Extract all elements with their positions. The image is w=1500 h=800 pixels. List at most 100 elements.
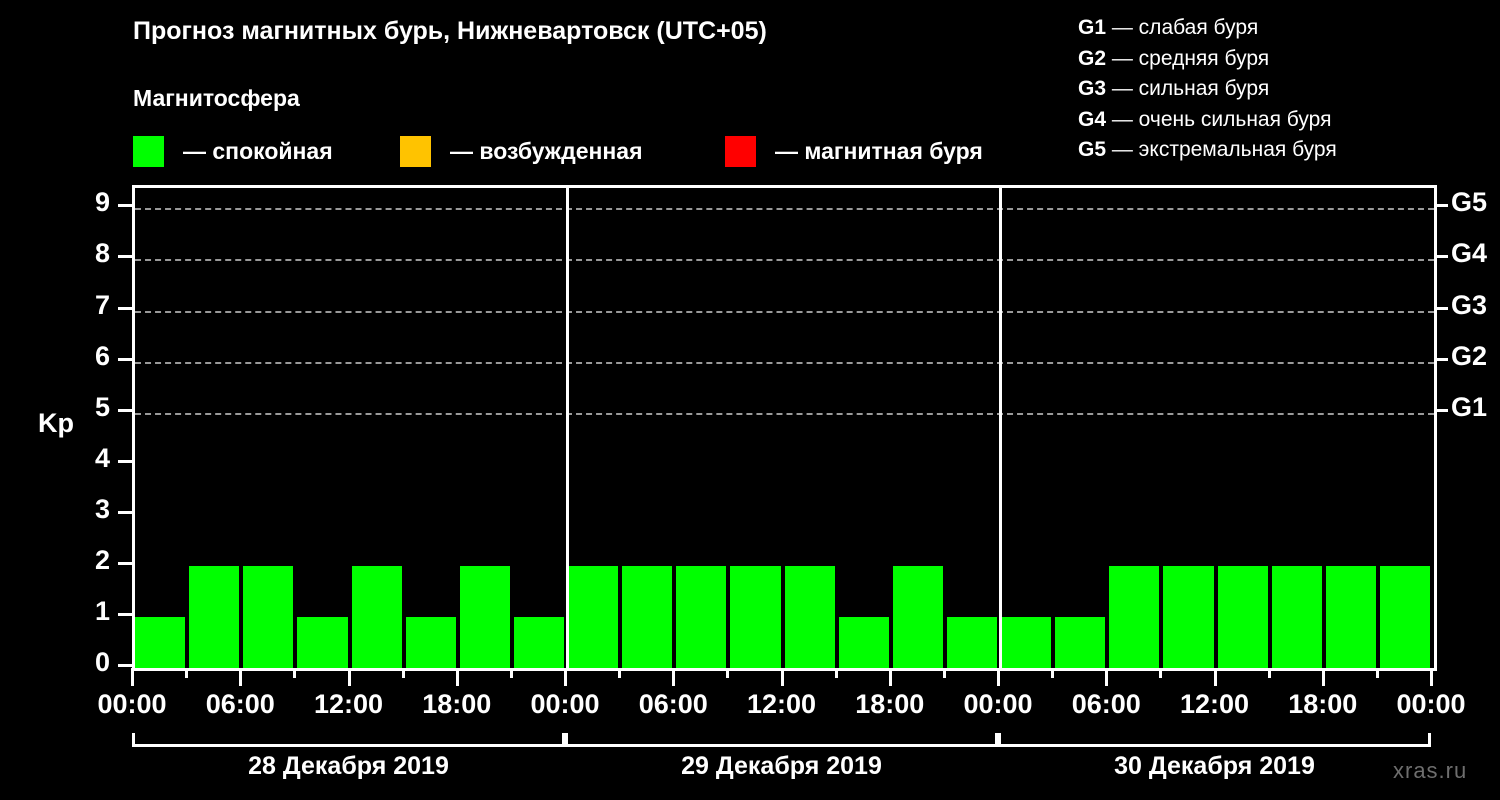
gscale-desc-g3: — сильная буря <box>1106 77 1270 100</box>
gscale-code-g2: G2 <box>1078 46 1107 70</box>
x-axis-tick-minor <box>834 668 838 678</box>
x-axis-tick-major <box>131 668 134 686</box>
gridline-kp-9 <box>135 208 1434 211</box>
gscale-line-g4: G4 — очень сильная буря <box>1078 105 1498 136</box>
x-axis-label: 18:00 <box>1288 689 1358 719</box>
x-axis-tick-minor <box>942 668 946 678</box>
day-separator-1 <box>566 188 569 668</box>
y-axis-tick-1 <box>118 612 132 616</box>
gscale-line-g5: G5 — экстремальная буря <box>1078 135 1498 166</box>
gscale-line-g1: G1 — слабая буря <box>1078 13 1498 44</box>
date-bracket-2 <box>565 733 998 747</box>
g-axis-label-g1: G1 <box>1451 391 1488 422</box>
page-title: Прогноз магнитных бурь, Нижневартовск (U… <box>133 17 767 45</box>
legend-entry-unsettled: — возбужденная <box>400 131 643 171</box>
y-axis-tick-5 <box>118 408 132 412</box>
y-axis-label-2: 2 <box>94 544 110 575</box>
magnetosphere-legend: — спокойная — возбужденная — магнитная бур… <box>133 131 1053 171</box>
date-label-2: 29 Декабря 2019 <box>681 752 882 780</box>
plot-inner <box>135 188 1434 668</box>
gscale-code-g1: G1 <box>1078 16 1107 39</box>
y-axis-label-8: 8 <box>94 238 110 269</box>
legend-entry-calm: — спокойная <box>133 131 333 171</box>
bar <box>730 565 781 668</box>
y-axis-tick-9 <box>118 204 132 208</box>
x-axis-label: 06:00 <box>205 689 275 719</box>
y-axis-label-6: 6 <box>94 340 110 371</box>
magnetosphere-heading: Магнитосфера <box>133 85 300 111</box>
y-axis-tick-7 <box>118 306 132 310</box>
x-axis-label: 18:00 <box>855 689 925 719</box>
y-axis-label-7: 7 <box>94 289 110 320</box>
legend-label-storm: — магнитная буря <box>775 137 983 164</box>
legend-entry-storm: — магнитная буря <box>725 131 983 171</box>
x-axis-tick-major <box>888 668 892 686</box>
legend-swatch-storm <box>725 135 756 167</box>
bar <box>1271 565 1322 668</box>
bar <box>1379 565 1430 668</box>
x-axis-tick-major <box>347 668 351 686</box>
gscale-desc-g1: — слабая буря <box>1106 16 1259 39</box>
x-axis-tick-minor <box>618 668 622 678</box>
y-axis-label-9: 9 <box>94 187 110 218</box>
gscale-line-g2: G2 — средняя буря <box>1078 44 1498 75</box>
x-axis-tick-major <box>780 668 784 686</box>
gscale-desc-g2: — средняя буря <box>1106 46 1270 70</box>
x-axis-tick-minor <box>1375 668 1379 678</box>
x-axis-tick-major <box>1321 668 1325 686</box>
bar <box>1163 565 1214 668</box>
bar <box>838 616 889 668</box>
y-axis-label-4: 4 <box>94 442 110 473</box>
bar <box>676 565 727 668</box>
x-axis-tick-major <box>455 668 459 686</box>
x-axis-label: 18:00 <box>422 689 492 719</box>
date-label-3: 30 Декабря 2019 <box>1114 752 1315 780</box>
x-axis-label: 12:00 <box>1179 689 1250 719</box>
y-axis-tick-8 <box>118 255 132 259</box>
bar <box>297 616 348 668</box>
y-axis-label-1: 1 <box>94 595 110 626</box>
bar <box>784 565 835 668</box>
g-axis-label-g3: G3 <box>1451 289 1488 320</box>
x-axis-label: 12:00 <box>746 689 817 719</box>
legend-swatch-calm <box>133 135 164 167</box>
g-axis-label-g4: G4 <box>1451 238 1488 269</box>
x-axis-label: 00:00 <box>530 689 600 719</box>
gscale-code-g5: G5 <box>1078 138 1107 161</box>
x-axis-tick-minor <box>1051 668 1055 678</box>
x-axis-tick-major <box>997 668 1000 686</box>
g-axis-tick-g4 <box>1434 255 1448 259</box>
bar <box>1217 565 1268 668</box>
y-axis-tick-4 <box>118 459 132 463</box>
bar <box>1325 565 1376 668</box>
date-label-1: 28 Декабря 2019 <box>248 752 449 780</box>
g-scale-legend: G1 — слабая буря G2 — средняя буря G3 — си… <box>1078 13 1498 166</box>
y-axis-title: Kp <box>38 408 74 438</box>
bar <box>243 565 294 668</box>
gridline-kp-6 <box>135 361 1434 364</box>
watermark: xras.ru <box>1393 758 1468 783</box>
g-axis-tick-g3 <box>1434 306 1448 310</box>
x-axis-label: 06:00 <box>1071 689 1141 719</box>
y-axis-tick-0 <box>118 664 132 667</box>
gridline-kp-7 <box>135 310 1434 313</box>
bar <box>622 565 673 668</box>
gridline-kp-8 <box>135 259 1434 262</box>
gridline-kp-5 <box>135 412 1434 415</box>
x-axis-tick-major <box>672 668 676 686</box>
x-axis-label: 12:00 <box>313 689 384 719</box>
legend-label-calm: — спокойная <box>183 137 333 164</box>
g-axis-tick-g2 <box>1434 357 1448 361</box>
y-axis-tick-2 <box>118 561 132 565</box>
bar <box>405 616 456 668</box>
x-axis-tick-major <box>1430 668 1433 686</box>
gscale-desc-g5: — экстремальная буря <box>1106 138 1337 161</box>
bar <box>568 565 619 668</box>
g-axis-label-g5: G5 <box>1451 187 1488 218</box>
x-axis-tick-minor <box>293 668 297 678</box>
y-axis-label-5: 5 <box>94 391 110 422</box>
x-axis-label: 00:00 <box>963 689 1033 719</box>
bar <box>946 616 997 668</box>
x-axis-label: 00:00 <box>1396 689 1466 719</box>
gscale-line-g3: G3 — сильная буря <box>1078 74 1498 105</box>
